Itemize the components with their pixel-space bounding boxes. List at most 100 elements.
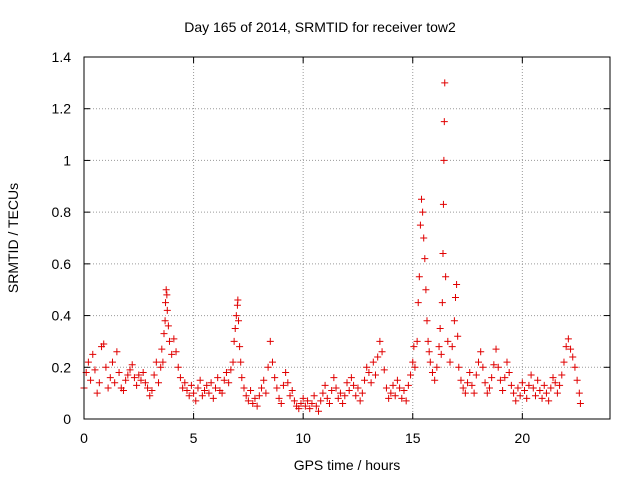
data-point — [155, 379, 163, 387]
data-point — [571, 363, 579, 371]
data-point — [192, 397, 200, 405]
data-point — [459, 384, 467, 392]
data-point — [418, 195, 426, 203]
data-point — [230, 337, 238, 345]
data-point — [575, 389, 583, 397]
data-point — [286, 392, 294, 400]
data-point — [521, 387, 529, 395]
data-point — [190, 389, 198, 397]
data-point — [187, 381, 195, 389]
data-point — [464, 379, 472, 387]
data-point — [556, 381, 564, 389]
x-tick-label: 20 — [515, 430, 531, 446]
data-point — [218, 389, 226, 397]
data-point — [150, 371, 158, 379]
data-point — [453, 281, 461, 289]
data-point — [244, 397, 252, 405]
data-point — [266, 337, 274, 345]
y-tick-label: 1.4 — [52, 49, 72, 65]
data-point — [198, 392, 206, 400]
data-point — [538, 394, 546, 402]
data-point — [512, 397, 520, 405]
data-point — [376, 337, 384, 345]
data-point — [402, 397, 410, 405]
data-point — [396, 384, 404, 392]
data-point — [483, 389, 491, 397]
data-point — [264, 363, 272, 371]
data-point — [479, 363, 487, 371]
data-point — [461, 389, 469, 397]
data-point — [446, 358, 454, 366]
data-point — [514, 384, 522, 392]
data-point — [255, 392, 263, 400]
data-point — [306, 405, 314, 413]
data-point — [454, 332, 462, 340]
data-point — [108, 358, 116, 366]
data-point — [214, 374, 222, 382]
y-axis-label: SRMTID / TECUs — [5, 182, 21, 294]
data-point — [551, 379, 559, 387]
data-point — [232, 312, 240, 320]
data-point — [352, 392, 360, 400]
data-point — [466, 368, 474, 376]
data-point — [431, 376, 439, 384]
data-point — [222, 368, 230, 376]
data-point — [268, 358, 276, 366]
chart-title: Day 165 of 2014, SRMTID for receiver tow… — [184, 19, 456, 35]
data-point — [212, 384, 219, 392]
data-point — [172, 348, 180, 356]
data-point — [122, 376, 130, 384]
data-point — [490, 361, 498, 369]
data-point — [363, 363, 371, 371]
x-tick-label: 15 — [405, 430, 421, 446]
data-point — [162, 286, 170, 294]
data-point — [576, 399, 584, 407]
data-point — [236, 343, 244, 351]
data-point — [410, 343, 418, 351]
data-point — [428, 368, 436, 376]
data-point — [439, 250, 447, 258]
y-tick-label: 1.2 — [52, 101, 72, 117]
data-point — [91, 366, 99, 374]
data-point — [444, 337, 452, 345]
data-point — [481, 379, 489, 387]
data-point — [358, 389, 366, 397]
data-point — [336, 389, 344, 397]
data-point — [89, 350, 97, 358]
data-point — [87, 376, 95, 384]
data-point — [455, 363, 463, 371]
data-point — [277, 399, 285, 407]
data-point — [288, 387, 296, 395]
data-point — [229, 358, 237, 366]
data-point — [531, 392, 539, 400]
data-point — [183, 387, 191, 395]
data-point — [485, 384, 493, 392]
data-point — [438, 299, 446, 307]
data-point — [128, 361, 136, 369]
data-point — [334, 394, 342, 402]
data-point — [496, 376, 504, 384]
data-point — [165, 337, 173, 345]
data-point — [468, 381, 476, 389]
data-point — [488, 374, 496, 382]
data-point — [505, 368, 513, 376]
data-point — [137, 376, 145, 384]
y-tick-label: 0.4 — [52, 308, 72, 324]
data-point — [84, 358, 92, 366]
data-point — [330, 374, 338, 382]
data-point — [414, 299, 422, 307]
data-point — [304, 397, 312, 405]
data-point — [159, 358, 167, 366]
data-point — [345, 387, 353, 395]
data-point — [262, 389, 270, 397]
data-point — [194, 384, 202, 392]
data-point — [525, 381, 533, 389]
data-point — [457, 376, 465, 384]
data-point — [435, 343, 443, 351]
data-point — [424, 337, 432, 345]
data-point — [477, 348, 485, 356]
data-point — [170, 335, 178, 343]
data-point — [534, 376, 542, 384]
data-point — [163, 291, 171, 299]
data-point — [420, 234, 428, 242]
